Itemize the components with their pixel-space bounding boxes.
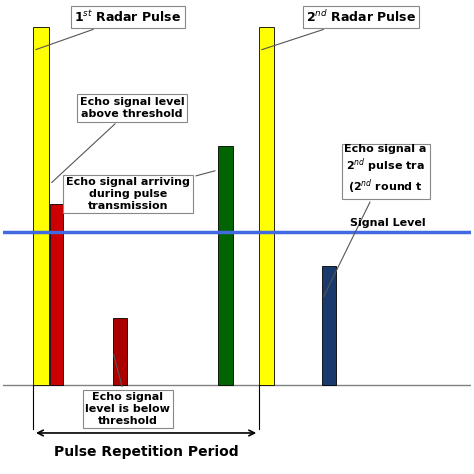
Bar	[259, 27, 274, 385]
Bar	[50, 203, 64, 385]
Bar	[218, 146, 233, 385]
Text: 1$^{st}$ Radar Pulse: 1$^{st}$ Radar Pulse	[36, 9, 182, 50]
Bar	[33, 27, 48, 385]
Text: Echo signal arriving
during pulse
transmission: Echo signal arriving during pulse transm…	[66, 171, 215, 210]
Text: Echo signal a
2$^{nd}$ pulse tra
(2$^{nd}$ round t: Echo signal a 2$^{nd}$ pulse tra (2$^{nd…	[324, 144, 427, 297]
Bar	[113, 318, 127, 385]
Text: 2$^{nd}$ Radar Pulse: 2$^{nd}$ Radar Pulse	[262, 9, 416, 50]
Text: Pulse Repetition Period: Pulse Repetition Period	[54, 445, 238, 459]
Text: Echo signal level
above threshold: Echo signal level above threshold	[52, 97, 184, 182]
Bar	[322, 266, 336, 385]
Text: Signal Level: Signal Level	[350, 218, 426, 228]
Text: Echo signal
level is below
threshold: Echo signal level is below threshold	[85, 355, 170, 426]
